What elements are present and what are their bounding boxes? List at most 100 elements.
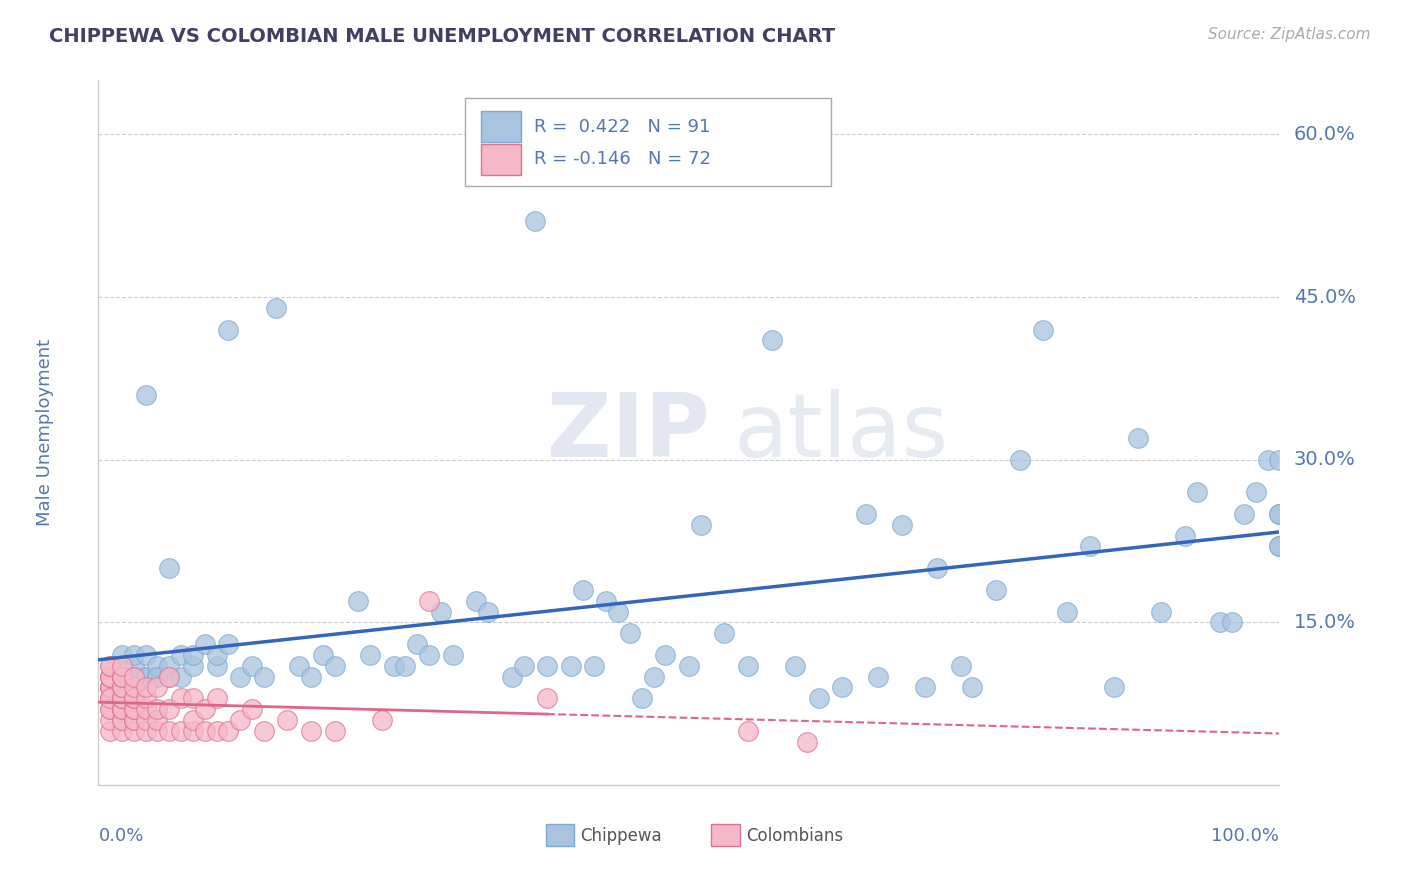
Point [98,681,121,695]
Point [418,593,440,607]
Point [111,658,134,673]
Text: ZIP: ZIP [547,389,710,476]
Point [146,669,169,683]
Point [122,669,145,683]
Point [1268,540,1291,554]
Point [98,669,121,683]
Point [1268,452,1291,467]
Point [914,681,936,695]
Point [418,648,440,662]
Text: 60.0%: 60.0% [1294,125,1355,144]
Text: 15.0%: 15.0% [1294,613,1355,632]
Point [619,626,641,640]
Point [135,713,157,727]
Point [984,582,1007,597]
Point [630,691,652,706]
Point [1257,452,1279,467]
Point [181,648,204,662]
Point [122,691,145,706]
Point [925,561,948,575]
Point [111,669,134,683]
Point [181,713,204,727]
FancyBboxPatch shape [546,824,575,846]
Text: 0.0%: 0.0% [98,827,143,846]
Point [157,669,180,683]
Point [536,658,558,673]
Point [1150,605,1173,619]
Point [1268,540,1291,554]
Point [111,669,134,683]
Point [643,669,665,683]
Point [122,723,145,738]
Point [111,702,134,716]
Point [560,658,582,673]
Point [135,648,157,662]
Point [122,669,145,683]
Point [122,681,145,695]
Point [98,702,121,716]
Point [98,658,121,673]
Point [501,669,523,683]
Point [737,723,759,738]
Point [205,658,228,673]
Text: Colombians: Colombians [745,827,842,845]
FancyBboxPatch shape [464,98,831,186]
Point [111,723,134,738]
Point [1209,615,1232,630]
Point [406,637,429,651]
Point [122,658,145,673]
Point [205,648,228,662]
Point [122,702,145,716]
Point [194,702,217,716]
Point [111,713,134,727]
Point [111,691,134,706]
Point [855,507,877,521]
Point [240,658,263,673]
Point [866,669,889,683]
Point [1126,431,1149,445]
Point [111,702,134,716]
Point [135,691,157,706]
Point [831,681,853,695]
Point [359,648,381,662]
Point [194,723,217,738]
Point [807,691,830,706]
Point [181,691,204,706]
Text: Chippewa: Chippewa [581,827,662,845]
Point [111,648,134,662]
Point [737,658,759,673]
Point [98,669,121,683]
FancyBboxPatch shape [481,112,522,143]
Point [111,669,134,683]
Point [170,691,193,706]
Point [890,517,912,532]
Point [98,681,121,695]
Point [1268,507,1291,521]
Point [949,658,972,673]
Point [98,723,121,738]
Text: Male Unemployment: Male Unemployment [37,339,55,526]
Text: 30.0%: 30.0% [1294,450,1355,469]
Point [122,691,145,706]
Point [347,593,370,607]
Point [157,561,180,575]
Point [146,658,169,673]
Point [1244,485,1267,500]
Point [146,723,169,738]
Point [157,669,180,683]
Point [1174,528,1197,542]
Point [312,648,335,662]
Point [785,658,807,673]
FancyBboxPatch shape [711,824,740,846]
Point [761,334,783,348]
Point [98,713,121,727]
Point [135,702,157,716]
Point [194,637,217,651]
Point [264,301,287,315]
Point [512,658,534,673]
Point [1080,540,1102,554]
Point [98,691,121,706]
Point [122,713,145,727]
Point [962,681,984,695]
Point [796,734,818,748]
